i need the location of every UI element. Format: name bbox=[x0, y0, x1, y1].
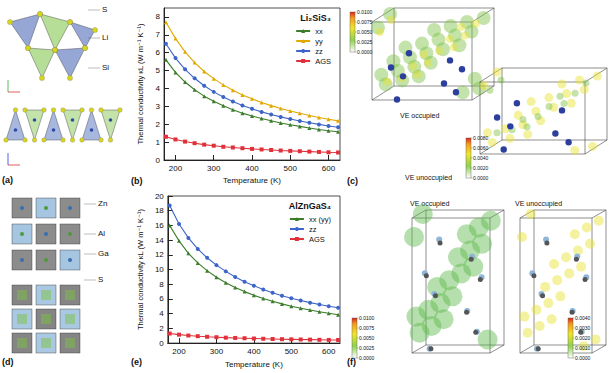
svg-text:0.0000: 0.0000 bbox=[359, 355, 375, 361]
svg-text:0.0020: 0.0020 bbox=[473, 165, 489, 171]
svg-text:0.0080: 0.0080 bbox=[473, 135, 489, 141]
svg-text:xx (yy): xx (yy) bbox=[309, 215, 332, 224]
svg-text:0.0025: 0.0025 bbox=[357, 39, 373, 45]
svg-text:400: 400 bbox=[247, 347, 261, 356]
svg-text:AGS: AGS bbox=[309, 235, 325, 244]
svg-text:8: 8 bbox=[159, 280, 164, 289]
svg-text:0.0040: 0.0040 bbox=[575, 315, 591, 321]
svg-text:Ga: Ga bbox=[98, 249, 109, 258]
svg-text:Al: Al bbox=[98, 229, 105, 238]
svg-text:7: 7 bbox=[156, 30, 161, 39]
svg-text:0.0010: 0.0010 bbox=[575, 345, 591, 351]
svg-text:yy: yy bbox=[315, 37, 323, 46]
svg-text:Thermal conductivity κL (W m⁻¹: Thermal conductivity κL (W m⁻¹ K⁻¹) bbox=[136, 23, 145, 144]
svg-text:Temperature (K): Temperature (K) bbox=[223, 176, 281, 185]
html-text:(f): (f) bbox=[347, 357, 356, 367]
svg-text:2: 2 bbox=[156, 120, 161, 129]
svg-text:8: 8 bbox=[156, 12, 161, 21]
html-text:(b): (b) bbox=[131, 176, 143, 186]
svg-text:18: 18 bbox=[155, 206, 164, 215]
svg-text:14: 14 bbox=[155, 236, 164, 245]
svg-text:5: 5 bbox=[156, 66, 161, 75]
svg-text:VE occupied: VE occupied bbox=[410, 200, 450, 207]
svg-text:20: 20 bbox=[155, 192, 164, 201]
svg-text:200: 200 bbox=[169, 164, 183, 173]
svg-text:0.0100: 0.0100 bbox=[357, 9, 373, 15]
html-text:(c): (c) bbox=[347, 176, 358, 186]
svg-text:Li₂SiS₃: Li₂SiS₃ bbox=[300, 13, 331, 23]
svg-text:S: S bbox=[98, 275, 103, 284]
svg-text:200: 200 bbox=[172, 347, 186, 356]
svg-text:0.0050: 0.0050 bbox=[359, 335, 375, 341]
svg-text:300: 300 bbox=[207, 164, 221, 173]
svg-text:500: 500 bbox=[284, 164, 298, 173]
svg-text:0.0060: 0.0060 bbox=[473, 145, 489, 151]
svg-text:6: 6 bbox=[156, 48, 161, 57]
svg-text:0.0025: 0.0025 bbox=[359, 345, 375, 351]
svg-text:400: 400 bbox=[245, 164, 259, 173]
svg-text:0.0075: 0.0075 bbox=[357, 19, 373, 25]
svg-text:2: 2 bbox=[159, 324, 164, 333]
html-text:(e): (e) bbox=[131, 357, 142, 367]
svg-text:Si: Si bbox=[102, 63, 109, 72]
svg-text:zz: zz bbox=[309, 225, 317, 234]
svg-text:0.0000: 0.0000 bbox=[473, 175, 489, 181]
svg-text:Thermal conductivity κL (W m⁻¹: Thermal conductivity κL (W m⁻¹ K⁻¹) bbox=[136, 209, 145, 330]
svg-text:4: 4 bbox=[156, 84, 161, 93]
svg-text:300: 300 bbox=[210, 347, 224, 356]
svg-text:6: 6 bbox=[159, 294, 164, 303]
svg-text:Temperature (K): Temperature (K) bbox=[225, 360, 283, 369]
svg-text:16: 16 bbox=[155, 221, 164, 230]
svg-text:0.0050: 0.0050 bbox=[357, 29, 373, 35]
svg-text:0.0075: 0.0075 bbox=[359, 325, 375, 331]
svg-text:0: 0 bbox=[159, 339, 164, 348]
svg-text:600: 600 bbox=[322, 347, 336, 356]
svg-text:0.0100: 0.0100 bbox=[359, 315, 375, 321]
svg-text:0.0040: 0.0040 bbox=[473, 155, 489, 161]
svg-text:600: 600 bbox=[322, 164, 336, 173]
svg-text:500: 500 bbox=[285, 347, 299, 356]
svg-text:4: 4 bbox=[159, 309, 164, 318]
svg-text:Zn: Zn bbox=[98, 199, 107, 208]
svg-text:0.0000: 0.0000 bbox=[357, 49, 373, 55]
svg-text:xx: xx bbox=[315, 27, 323, 36]
svg-text:0.0020: 0.0020 bbox=[575, 335, 591, 341]
svg-text:VE unoccupied: VE unoccupied bbox=[515, 200, 562, 208]
svg-text:AGS: AGS bbox=[315, 57, 331, 66]
html-text:(d): (d) bbox=[2, 357, 14, 367]
svg-text:0.0000: 0.0000 bbox=[575, 355, 591, 361]
svg-text:3: 3 bbox=[156, 102, 161, 111]
svg-text:0: 0 bbox=[156, 156, 161, 165]
html-text:(a): (a) bbox=[2, 175, 13, 185]
svg-text:0.0030: 0.0030 bbox=[575, 325, 591, 331]
svg-text:VE unoccupied: VE unoccupied bbox=[405, 174, 452, 182]
svg-text:Li: Li bbox=[102, 33, 108, 42]
svg-text:1: 1 bbox=[156, 138, 161, 147]
svg-text:zz: zz bbox=[315, 47, 323, 56]
svg-text:10: 10 bbox=[155, 265, 164, 274]
svg-text:12: 12 bbox=[155, 250, 164, 259]
svg-text:VE occupied: VE occupied bbox=[400, 112, 439, 120]
svg-text:S: S bbox=[102, 5, 107, 14]
svg-text:AlZnGaS₄: AlZnGaS₄ bbox=[289, 201, 331, 211]
